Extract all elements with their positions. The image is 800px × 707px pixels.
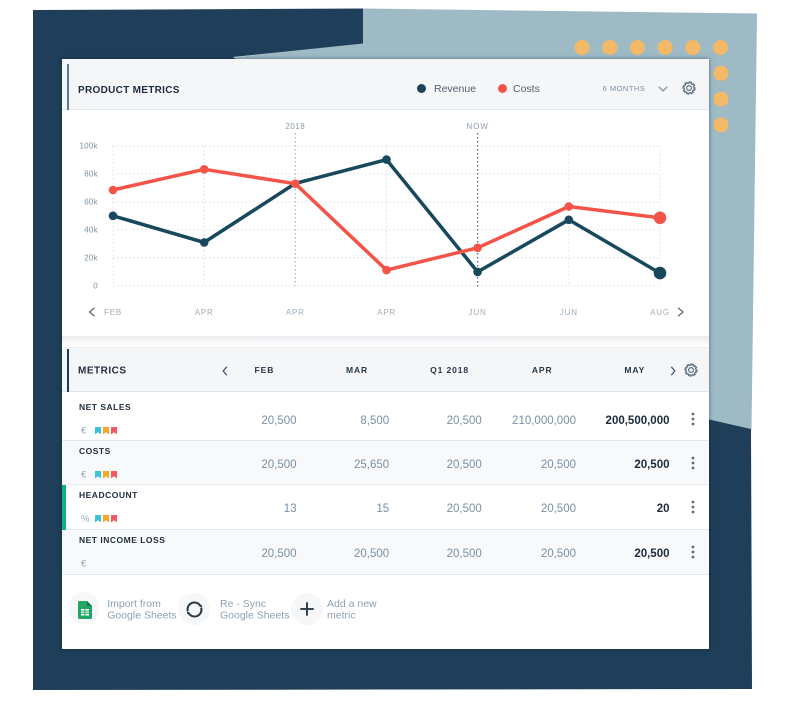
svg-text:€: € xyxy=(81,470,87,481)
svg-text:NET SALES: NET SALES xyxy=(79,402,131,412)
svg-text:20: 20 xyxy=(657,503,670,515)
svg-text:100k: 100k xyxy=(79,142,98,151)
svg-text:metric: metric xyxy=(327,609,356,621)
svg-text:JUN: JUN xyxy=(560,308,578,317)
svg-text:MAR: MAR xyxy=(346,365,368,375)
svg-text:APR: APR xyxy=(195,308,214,317)
svg-text:20,500: 20,500 xyxy=(541,548,576,560)
svg-text:20,500: 20,500 xyxy=(447,548,482,560)
svg-text:0: 0 xyxy=(93,281,98,290)
svg-text:COSTS: COSTS xyxy=(79,446,111,456)
svg-text:Costs: Costs xyxy=(513,83,540,95)
svg-text:20,500: 20,500 xyxy=(541,459,576,471)
svg-text:NET INCOME LOSS: NET INCOME LOSS xyxy=(79,535,165,545)
svg-text:Q1 2018: Q1 2018 xyxy=(430,365,469,375)
svg-text:MAY: MAY xyxy=(624,365,645,375)
svg-text:NOW: NOW xyxy=(466,122,489,131)
svg-text:APR: APR xyxy=(532,365,553,375)
svg-text:Google Sheets: Google Sheets xyxy=(220,609,289,621)
svg-text:METRICS: METRICS xyxy=(78,365,127,376)
svg-text:2018: 2018 xyxy=(285,122,305,131)
svg-text:210,000,000: 210,000,000 xyxy=(512,415,576,427)
svg-text:80k: 80k xyxy=(84,170,98,179)
svg-text:PRODUCT METRICS: PRODUCT METRICS xyxy=(78,85,180,96)
svg-text:20k: 20k xyxy=(84,254,98,263)
svg-text:200,500,000: 200,500,000 xyxy=(606,415,670,427)
svg-text:20,500: 20,500 xyxy=(447,503,482,515)
svg-text:25,650: 25,650 xyxy=(354,459,389,471)
svg-text:20,500: 20,500 xyxy=(634,548,669,560)
svg-text:Add a new: Add a new xyxy=(327,598,377,610)
svg-text:%: % xyxy=(81,514,90,525)
svg-text:8,500: 8,500 xyxy=(360,415,389,427)
svg-text:Re - Sync: Re - Sync xyxy=(220,598,266,610)
svg-text:AUG: AUG xyxy=(650,308,670,317)
svg-text:15: 15 xyxy=(376,503,389,515)
svg-text:Import from: Import from xyxy=(107,598,161,610)
svg-text:6 MONTHS: 6 MONTHS xyxy=(603,84,646,93)
svg-text:20,500: 20,500 xyxy=(261,548,296,560)
svg-text:13: 13 xyxy=(284,503,297,515)
svg-text:€: € xyxy=(81,559,87,570)
svg-text:Google Sheets: Google Sheets xyxy=(107,609,176,621)
svg-text:20,500: 20,500 xyxy=(634,459,669,471)
svg-text:JUN: JUN xyxy=(469,308,487,317)
svg-text:HEADCOUNT: HEADCOUNT xyxy=(79,490,138,500)
svg-text:60k: 60k xyxy=(84,198,98,207)
svg-text:€: € xyxy=(81,426,87,437)
svg-text:40k: 40k xyxy=(84,226,98,235)
svg-text:APR: APR xyxy=(377,308,396,317)
svg-text:20,500: 20,500 xyxy=(261,415,296,427)
svg-text:20,500: 20,500 xyxy=(354,548,389,560)
svg-text:Revenue: Revenue xyxy=(434,83,476,95)
svg-text:APR: APR xyxy=(286,308,305,317)
svg-text:20,500: 20,500 xyxy=(261,459,296,471)
svg-text:20,500: 20,500 xyxy=(447,415,482,427)
svg-text:20,500: 20,500 xyxy=(541,503,576,515)
svg-text:20,500: 20,500 xyxy=(447,459,482,471)
svg-text:FEB: FEB xyxy=(255,365,275,375)
svg-text:FEB: FEB xyxy=(104,308,122,317)
